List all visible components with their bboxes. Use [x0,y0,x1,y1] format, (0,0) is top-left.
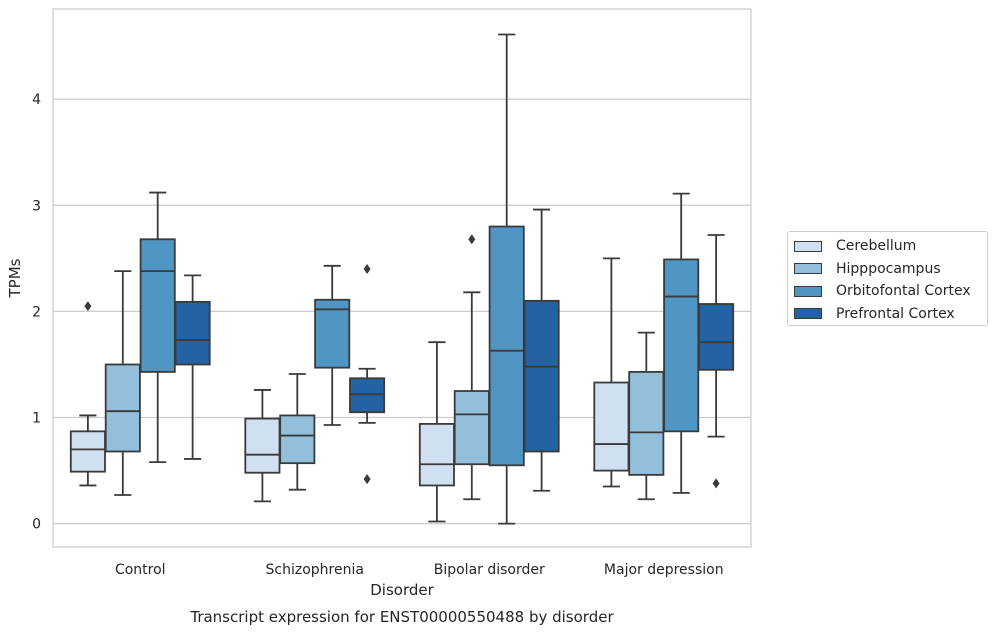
box [593,257,630,488]
box-series-layer [69,33,735,525]
plot-area-frame [52,8,752,548]
outlier-point [363,474,371,485]
legend-swatch [794,285,822,297]
box-body [174,300,211,366]
y-tick-label: 0 [32,517,41,533]
box [174,274,211,460]
outlier-point [712,478,720,489]
box-body [488,225,525,467]
box [139,191,176,464]
legend-label: Hipppocampus [836,260,941,277]
x-tick-label: Bipolar disorder [434,562,545,578]
legend-item: Cerebellum [794,237,916,255]
y-axis-title: TPMs [6,258,24,298]
legend-label: Prefrontal Cortex [836,305,955,322]
outlier-point [468,234,476,245]
legend-swatch [794,308,822,319]
box-body [593,381,630,472]
box [523,208,560,492]
box-body [244,417,281,474]
box-body [279,414,316,465]
box [244,389,281,503]
legend-item: Orbitofontal Cortex [794,282,971,300]
box-body [104,363,141,453]
box [663,192,700,494]
outlier-point [363,263,371,274]
box [488,33,525,525]
box-body [698,303,735,371]
box-body [453,390,490,466]
legend-swatch [794,263,822,274]
box-body [314,298,351,369]
x-tick-labels: Control Schizophrenia Bipolar disorder Majo… [115,562,724,578]
box [418,341,455,523]
box [349,263,386,485]
box [628,331,665,501]
series-hipppocampus [104,234,665,501]
legend-swatch [794,240,822,252]
legend-item: Hipppocampus [794,260,941,278]
box-body [628,371,665,476]
outlier-point [84,301,92,312]
x-tick-label: Control [115,562,166,578]
box [279,373,316,491]
x-tick-label: Schizophrenia [266,562,364,578]
box-body [523,299,560,453]
box [314,264,351,426]
series-orbitofontal-cortex [139,33,700,525]
box-body [418,423,455,487]
series-prefrontal-cortex [174,208,735,492]
box [104,270,141,496]
box-body [139,238,176,373]
box-body [349,377,386,414]
box [698,234,735,489]
legend-item: Prefrontal Cortex [794,305,955,323]
box-body [663,258,700,433]
y-tick-labels: 0 1 2 3 4 [32,92,41,532]
y-tick-label: 1 [32,411,41,427]
legend: Cerebellum Hipppocampus Orbitofontal Corte… [787,231,988,326]
x-axis-title: Disorder [370,581,434,599]
y-tick-label: 4 [32,92,41,108]
box [453,234,490,501]
box-body [69,430,106,473]
y-tick-label: 3 [32,198,41,214]
legend-label: Orbitofontal Cortex [836,283,971,299]
legend-label: Cerebellum [836,238,917,254]
chart-title: Transcript expression for ENST0000055048… [189,608,614,626]
x-tick-label: Major depression [604,562,724,578]
box [69,301,106,487]
y-tick-label: 2 [32,304,41,320]
